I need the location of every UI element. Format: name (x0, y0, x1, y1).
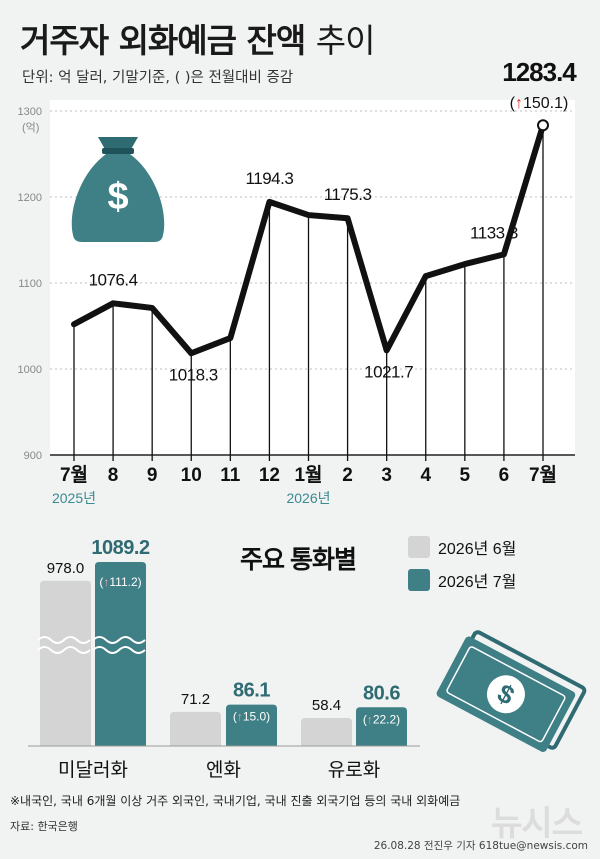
change-value: 22.2 (373, 712, 397, 726)
change-value: 150.1 (523, 95, 563, 112)
highlight-value: 1283.4 (502, 57, 577, 87)
y-tick-label: 1300 (18, 106, 42, 118)
bar (40, 580, 91, 746)
change-paren-close: ) (563, 95, 568, 112)
category-label: 유로화 (328, 759, 380, 781)
title-suffix: 추이 (315, 21, 376, 60)
bag-tie (98, 137, 138, 151)
legend-label: 2026년 7월 (438, 573, 516, 591)
x-tick-label: 11 (220, 465, 241, 486)
data-label: 1076.4 (89, 270, 138, 289)
axis-break (92, 646, 146, 654)
bar-change-label: (↑22.2) (363, 712, 400, 726)
data-point (537, 119, 549, 132)
data-label: 1194.3 (246, 169, 294, 188)
legend-swatch (408, 536, 430, 558)
x-tick-label: 7월 (60, 464, 88, 486)
y-tick-label: 1000 (18, 364, 42, 376)
axis-break (92, 636, 146, 644)
bar-value-label: 978.0 (47, 560, 85, 577)
dollar-sign: $ (107, 176, 128, 218)
x-tick-label: 3 (381, 465, 392, 486)
bar-value-label: 58.4 (312, 697, 341, 714)
change-paren-open: ( (233, 710, 237, 724)
bag-band (102, 148, 134, 154)
change-paren-close: ) (396, 712, 400, 726)
x-tick-label: 10 (181, 465, 202, 486)
subtitle: 단위: 억 달러, 기말기준, ( )은 전월대비 증감 (22, 70, 294, 86)
data-label: 1133.3 (470, 223, 518, 242)
money-bag-icon: $ (71, 137, 165, 242)
note-circle (486, 675, 525, 714)
axis-break (37, 636, 91, 644)
bar-change-label: (↑15.0) (233, 710, 270, 724)
change-paren-open: ( (363, 712, 367, 726)
page-title: 거주자 외화예금 잔액 추이 (20, 14, 376, 62)
bar (226, 704, 277, 746)
watermark: 뉴시스 (491, 804, 583, 844)
banknote-icon: $ (436, 630, 587, 752)
x-tick-label: 8 (108, 465, 119, 486)
change-paren-open: ( (99, 575, 103, 589)
bar (95, 562, 146, 746)
plot-area (50, 100, 575, 455)
year-label: 2025년 (52, 490, 96, 506)
change-value: 15.0 (243, 710, 267, 724)
up-arrow-icon: ↑ (515, 95, 523, 112)
x-tick-label: 1월 (294, 464, 322, 486)
title-main: 거주자 외화예금 잔액 (20, 21, 306, 60)
x-tick-label: 12 (259, 465, 280, 486)
legend-label: 2026년 6월 (438, 540, 516, 558)
bar-change-label: (↑111.2) (99, 575, 141, 589)
credit: 26.08.28 전진우 기자 618tue@newsis.com (373, 840, 588, 852)
footnote: ※내국인, 국내 6개월 이상 거주 외국인, 국내기업, 국내 진출 외국기업… (10, 794, 461, 808)
bag-body (71, 154, 165, 242)
data-label: 1175.3 (324, 185, 372, 204)
x-tick-label: 4 (420, 465, 431, 486)
y-tick-label: 900 (24, 450, 42, 462)
note-border (446, 646, 566, 743)
up-arrow-icon: ↑ (237, 710, 243, 724)
x-tick-label: 6 (499, 465, 510, 486)
change-paren-close: ) (266, 710, 270, 724)
y-axis-unit: (억) (22, 121, 39, 134)
axis-break (37, 646, 91, 654)
data-label: 1021.7 (364, 362, 413, 381)
up-arrow-icon: ↑ (367, 712, 373, 726)
x-tick-label: 7월 (529, 464, 557, 486)
data-label: 1018.3 (169, 365, 218, 384)
change-value: 111.2 (109, 575, 138, 589)
bar-value-label: 71.2 (181, 691, 210, 708)
bar-chart-title: 주요 통화별 (240, 546, 356, 574)
x-tick-label: 9 (147, 465, 158, 486)
bar (356, 707, 407, 746)
change-paren-close: ) (138, 575, 142, 589)
y-tick-label: 1200 (18, 192, 42, 204)
highlight-change: (↑150.1) (510, 95, 569, 112)
source: 자료: 한국은행 (10, 820, 78, 833)
y-tick-label: 1100 (18, 278, 42, 290)
category-label: 엔화 (206, 759, 241, 781)
bar (170, 711, 221, 746)
change-paren-open: ( (510, 95, 516, 112)
x-tick-label: 5 (460, 465, 471, 486)
x-tick-label: 2 (342, 465, 353, 486)
category-label: 미달러화 (58, 759, 128, 781)
up-arrow-icon: ↑ (103, 575, 109, 589)
bar-value-label: 1089.2 (91, 537, 150, 559)
note-front: $ (436, 636, 576, 752)
legend-swatch (408, 569, 430, 591)
bar-value-label: 86.1 (233, 680, 270, 702)
bar-value-label: 80.6 (363, 682, 400, 704)
bar (301, 717, 352, 746)
year-label: 2026년 (286, 490, 330, 506)
